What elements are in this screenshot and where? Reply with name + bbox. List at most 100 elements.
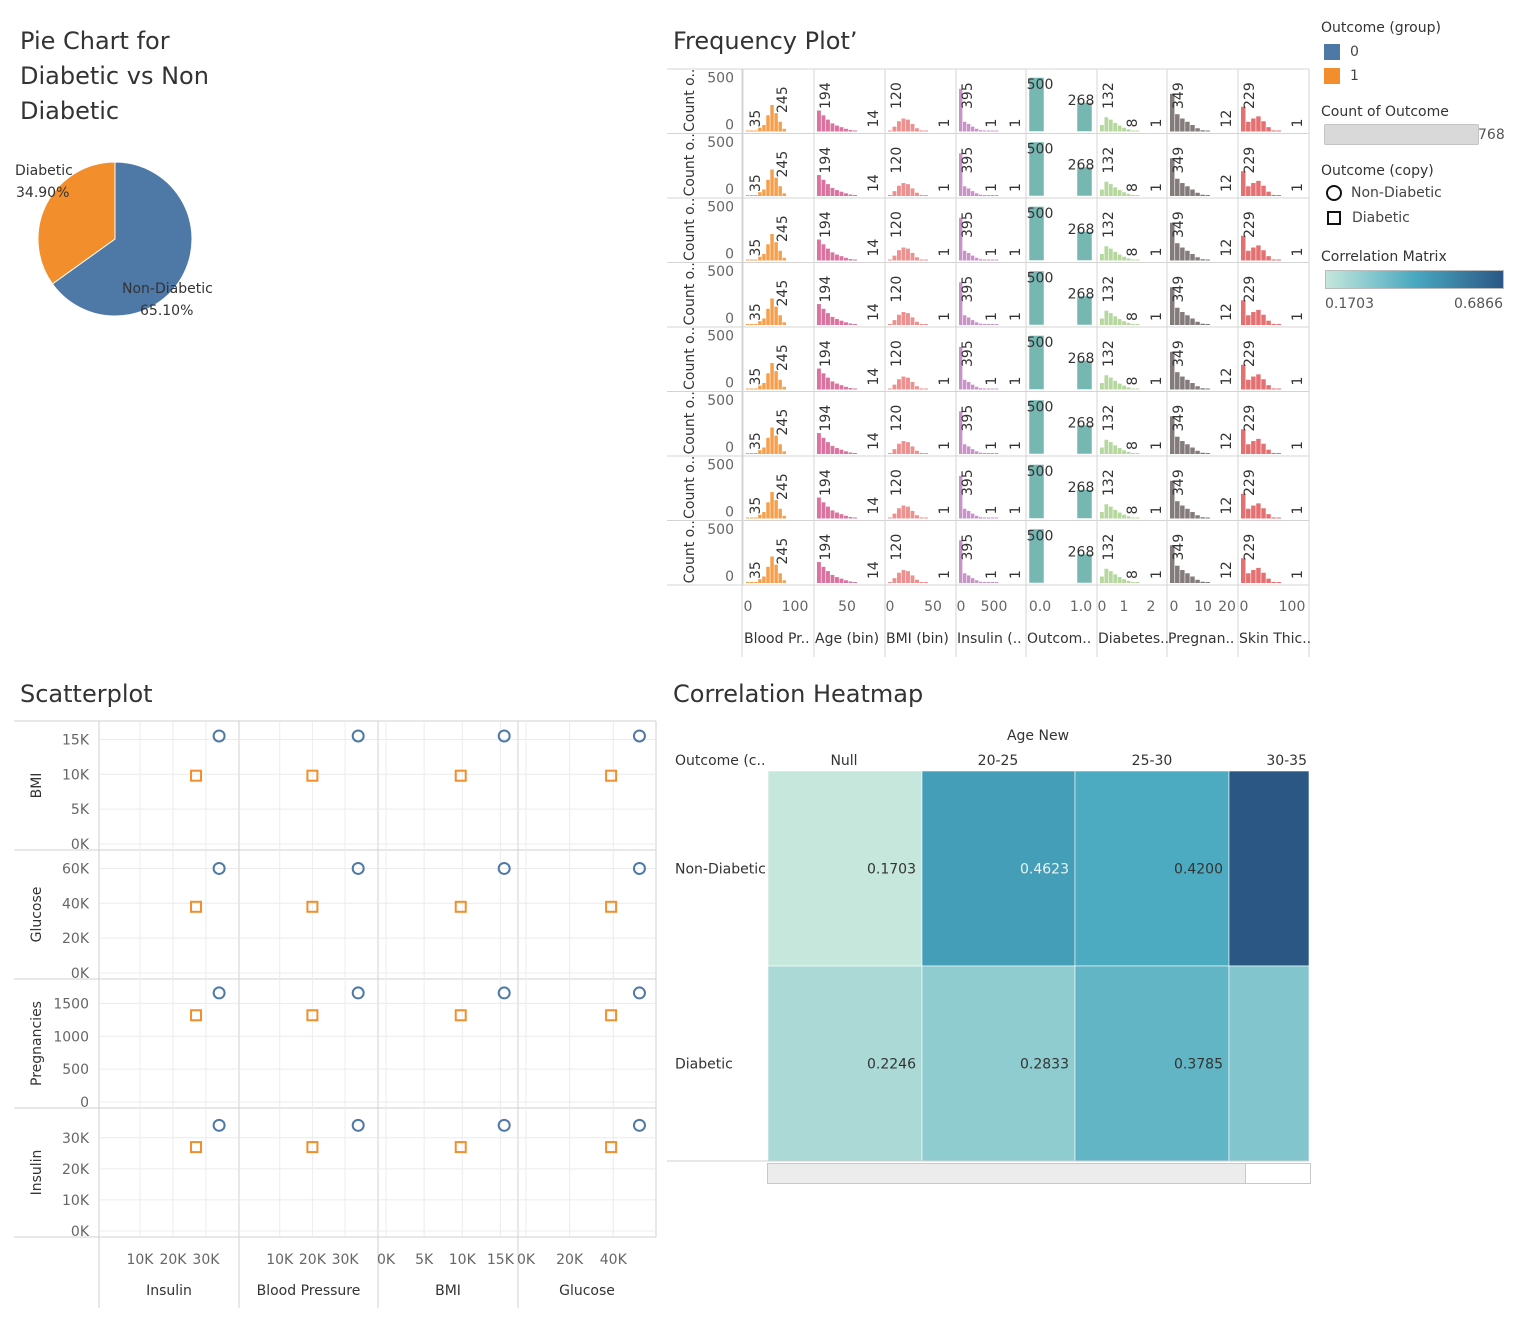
- frequency-bar-label: 500: [1027, 529, 1054, 545]
- frequency-bar: [1131, 582, 1135, 583]
- frequency-bar: [1076, 553, 1093, 584]
- frequency-bar: [986, 324, 991, 325]
- pie-slice-diabetic: [37, 161, 116, 285]
- frequency-bar-label: 1: [1290, 119, 1306, 128]
- frequency-bar-label: 120: [889, 340, 905, 367]
- heatmap-cell-label: 0.3785: [1174, 1057, 1223, 1073]
- frequency-bar: [1100, 512, 1104, 519]
- frequency-x-tick: 500: [981, 599, 1008, 615]
- frequency-bar-label: 1: [984, 119, 1000, 128]
- frequency-bar: [1200, 581, 1205, 583]
- scatter-x-tick: 0K: [517, 1252, 536, 1268]
- frequency-bar: [924, 195, 928, 196]
- frequency-bar-label: 120: [889, 82, 905, 109]
- frequency-bar: [1135, 130, 1140, 132]
- frequency-bar-label: 132: [1101, 469, 1117, 496]
- legend-outcome-group-item[interactable]: 1: [1324, 68, 1359, 84]
- heatmap-cell-label: 0.4200: [1174, 862, 1223, 878]
- frequency-bar: [1205, 517, 1210, 519]
- frequency-bar: [982, 130, 987, 132]
- scatter-column-label: Blood Pressure: [257, 1283, 361, 1299]
- legend-outcome-copy-item[interactable]: Diabetic: [1327, 210, 1410, 226]
- frequency-bar-label: 132: [1101, 82, 1117, 109]
- frequency-bar: [892, 578, 897, 583]
- scatter-point-diabetic: [190, 1141, 203, 1154]
- frequency-bar: [1100, 447, 1104, 454]
- frequency-bar: [962, 379, 967, 390]
- frequency-bar-label: 1: [984, 570, 1000, 579]
- legend-outcome-group-item[interactable]: 0: [1324, 44, 1359, 60]
- frequency-bar: [1266, 449, 1271, 454]
- frequency-bar: [892, 449, 897, 454]
- frequency-bar: [1246, 121, 1251, 132]
- heatmap-cell-label: 0.1703: [867, 862, 916, 878]
- frequency-bar: [782, 451, 786, 454]
- frequency-y-tick: 500: [707, 264, 734, 280]
- frequency-bar: [1241, 493, 1246, 519]
- frequency-bar-label: 194: [818, 340, 834, 367]
- heatmap-scrollbar[interactable]: [767, 1163, 1311, 1184]
- frequency-bar: [1261, 508, 1266, 519]
- frequency-x-tick: 10: [1194, 599, 1212, 615]
- frequency-bar-label: 194: [818, 147, 834, 174]
- frequency-bar: [839, 385, 844, 390]
- frequency-bar: [1028, 399, 1045, 455]
- frequency-bar: [1266, 127, 1271, 132]
- frequency-bar: [919, 452, 924, 454]
- scatter-x-tick: 10K: [449, 1252, 477, 1268]
- scatter-row-label: Insulin: [29, 1150, 45, 1196]
- frequency-bar: [1104, 117, 1109, 132]
- frequency-bar: [901, 376, 906, 390]
- frequency-bar: [766, 308, 770, 325]
- frequency-bar-label: 1: [1008, 570, 1024, 579]
- legend-correlation-min: 0.1703: [1325, 296, 1374, 312]
- frequency-bar-label: 1: [984, 377, 1000, 386]
- frequency-bar-label: 14: [866, 110, 882, 128]
- frequency-bar-label: 8: [1125, 441, 1141, 450]
- frequency-bar: [750, 388, 754, 390]
- frequency-bar: [766, 437, 770, 454]
- heatmap-column-header: Age New: [1007, 728, 1069, 744]
- frequency-bar: [986, 582, 991, 583]
- scatter-point-diabetic: [605, 1009, 618, 1022]
- frequency-bar: [774, 371, 778, 390]
- scatter-point-diabetic: [605, 769, 618, 782]
- frequency-bar-label: 349: [1171, 405, 1187, 432]
- frequency-bar: [1170, 480, 1175, 519]
- frequency-bar-label: 1: [1149, 441, 1165, 450]
- frequency-bar-label: 1: [1008, 506, 1024, 515]
- legend-outcome-copy-item[interactable]: Non-Diabetic: [1326, 185, 1442, 201]
- frequency-bar: [774, 177, 778, 196]
- frequency-bar: [888, 324, 892, 325]
- frequency-bar: [1195, 128, 1200, 132]
- frequency-bar-label: 1: [1008, 377, 1024, 386]
- frequency-bar: [892, 513, 897, 519]
- scatter-point-non-diabetic: [351, 1118, 365, 1132]
- frequency-bar: [839, 578, 844, 583]
- frequency-bar-label: 120: [889, 276, 905, 303]
- frequency-bar: [915, 386, 919, 390]
- frequency-bar: [906, 248, 910, 261]
- frequency-bar: [901, 183, 906, 196]
- frequency-bar: [817, 110, 821, 132]
- frequency-bar: [1246, 315, 1251, 325]
- frequency-bar: [1108, 442, 1113, 454]
- frequency-bar: [1190, 383, 1195, 390]
- frequency-bar: [826, 506, 830, 519]
- frequency-bar: [962, 573, 967, 583]
- frequency-bar: [1200, 323, 1205, 325]
- frequency-bar: [990, 388, 995, 390]
- frequency-bar: [746, 130, 750, 132]
- frequency-x-tick: 50: [838, 599, 856, 615]
- frequency-bar: [1246, 379, 1251, 390]
- scatter-point-non-diabetic: [212, 1118, 226, 1132]
- heatmap-scrollbar-thumb[interactable]: [768, 1164, 1246, 1183]
- frequency-bar-label: 1: [1008, 183, 1024, 192]
- frequency-bar-label: 500: [1027, 142, 1054, 158]
- scatter-point-diabetic: [454, 1141, 467, 1154]
- frequency-bar: [1117, 383, 1122, 390]
- frequency-bar: [1200, 452, 1205, 454]
- frequency-bar: [826, 313, 830, 325]
- frequency-bar: [844, 386, 848, 390]
